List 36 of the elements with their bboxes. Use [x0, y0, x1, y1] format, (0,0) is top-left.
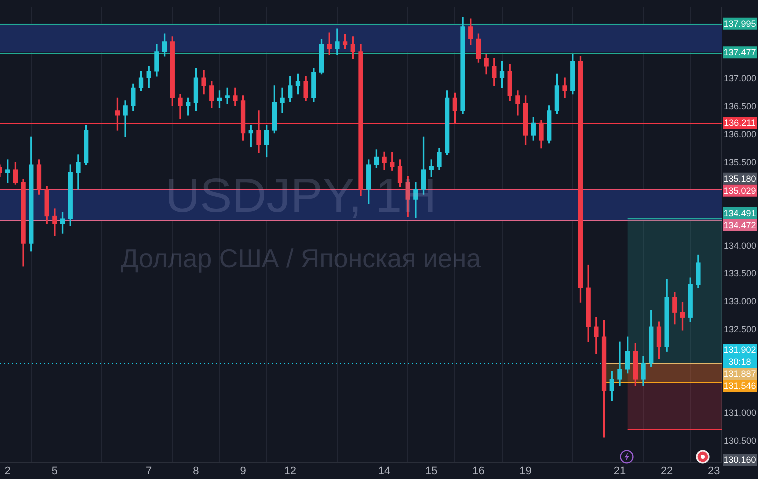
y-tick-label: 133.000 — [724, 296, 757, 307]
ref-line-label: 135.029 — [724, 186, 756, 196]
y-tick-label: 130.500 — [724, 436, 757, 446]
x-tick-label: 15 — [426, 466, 438, 478]
x-tick-label: 19 — [520, 466, 532, 478]
x-tick-label: 12 — [284, 466, 296, 478]
candlestick — [618, 342, 622, 386]
ref-line-label: 137.477 — [724, 48, 756, 58]
candlestick — [280, 88, 285, 113]
y-tick-label: 136.000 — [724, 129, 757, 140]
y-tick-label: 135.500 — [724, 157, 757, 168]
ref-line-label: 136.211 — [724, 118, 756, 128]
x-tick-label: 5 — [52, 466, 58, 478]
x-tick-label: 23 — [708, 466, 720, 478]
y-tick-label: 136.500 — [724, 102, 757, 112]
y-tick-label: 132.500 — [724, 324, 757, 334]
ref-line-label: 137.995 — [724, 18, 756, 29]
y-tick-label: 137.000 — [724, 74, 757, 84]
x-tick-label: 9 — [240, 466, 246, 478]
y-tick-label: 131.000 — [724, 408, 757, 418]
data-label: 131.887 — [724, 369, 756, 380]
x-tick-label: 21 — [614, 466, 626, 478]
y-tick-label: 134.000 — [724, 240, 757, 251]
annotation: 130.160 — [724, 455, 756, 466]
data-label: 134.491 — [724, 208, 756, 219]
x-tick-label: 16 — [472, 466, 485, 478]
ref-line-label: 131.902 30:18 — [724, 345, 756, 368]
annotation: 135.180 — [724, 174, 756, 184]
x-tick-label: 14 — [378, 466, 391, 478]
x-tick-label: 2 — [4, 466, 11, 478]
y-tick-label: 133.500 — [724, 268, 757, 279]
x-tick-label: 22 — [660, 466, 674, 478]
ref-line-label: 134.472 — [724, 220, 756, 231]
x-tick-label: 8 — [193, 466, 200, 478]
data-label: 131.546 — [724, 381, 756, 392]
x-tick-label: 7 — [146, 466, 152, 478]
